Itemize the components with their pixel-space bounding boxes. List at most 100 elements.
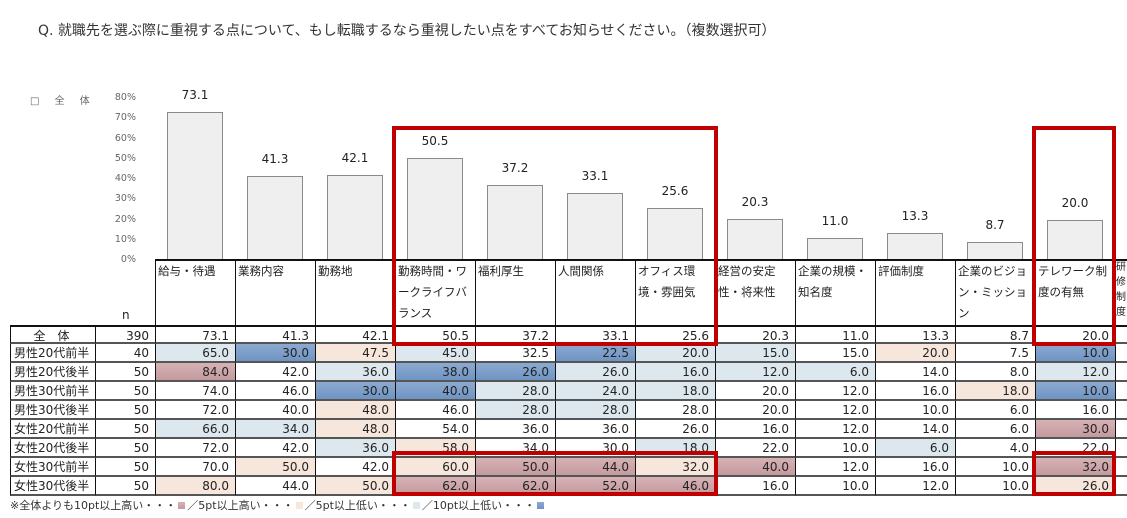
table-cell: 34.0 [235,420,315,439]
category-label: 福利厚生 [475,260,555,325]
bar-value-label: 13.3 [901,209,929,224]
category-label: 評価制度 [875,260,955,325]
table-cell: 15.0 [715,344,795,363]
table-cell: 36.0 [315,439,395,458]
category-label: テレワーク制度の有無 [1035,260,1115,325]
category-label: 業務内容 [235,260,315,325]
bar-value-label: 20.3 [741,194,769,209]
bar-value-label: 25.6 [661,184,689,199]
table-cell: 16.0 [635,363,715,382]
table-cell: 52.0 [555,477,635,496]
row-label: 全 体 [10,325,95,344]
table-cell: 26.0 [475,363,555,382]
table-cell: 50.0 [235,458,315,477]
bar-value-label: 11.0 [821,213,849,228]
table-cell: 20.0 [635,344,715,363]
table-cell: 42.0 [315,458,395,477]
bar [327,174,383,260]
y-tick-label: 80% [114,92,136,103]
note-5pt-high: ／5pt以上高い・・・ [187,499,294,512]
table-cell: 34.0 [475,439,555,458]
table-cell: 10.0 [795,439,875,458]
y-tick-label: 60% [114,132,136,144]
table-cell: 20.0 [715,401,795,420]
category-label: 勤務地 [315,260,395,325]
category-label: 企業の規模・知名度 [795,260,875,325]
table-cell: 13.3 [875,325,955,344]
bar-value-label: 41.3 [261,152,289,167]
category-label: 人間関係 [555,260,635,325]
table-cell-clipped [1115,401,1127,420]
table-cell: 32.5 [475,344,555,363]
table-cell: 36.0 [555,420,635,439]
table-cell: 30.0 [315,382,395,401]
note-5pt-low: ／5pt以上低い・・・ [304,499,411,512]
table-cell: 12.0 [795,458,875,477]
table-cell: 22.5 [555,344,635,363]
table-cell: 62.0 [475,477,555,496]
bar-value-label: 33.1 [581,168,609,183]
table-cell: 10.0 [1035,382,1115,401]
table-cell: 22.0 [715,439,795,458]
table-cell: 46.0 [635,477,715,496]
category-label: 勤務時間・ワークライフバランス [395,260,475,325]
table-cell: 44.0 [555,458,635,477]
bar-value-label: 37.2 [501,160,529,175]
bar [887,233,943,260]
table-cell: 50.5 [395,325,475,344]
y-tick-label: 40% [114,173,136,184]
table-cell: 62.0 [395,477,475,496]
table-cell: 4.0 [955,439,1035,458]
bar [967,242,1023,260]
table-cell: 20.3 [715,325,795,344]
y-tick-label: 0% [120,254,136,265]
color-legend-note: ※全体よりも10pt以上高い・・・ ／5pt以上高い・・・ ／5pt以上低い・・・ ／… [10,497,546,513]
table-cell: 14.0 [875,363,955,382]
table-cell: 42.1 [315,325,395,344]
bar [407,157,463,260]
table-cell: 47.5 [315,344,395,363]
row-label: 女性30代後半 [10,477,95,496]
table-cell: 60.0 [395,458,475,477]
row-n: 50 [95,382,155,401]
table-cell-clipped [1115,344,1127,363]
header-divider [155,259,1127,261]
table-cell-clipped [1115,458,1127,477]
table-cell: 46.0 [235,382,315,401]
bar [647,208,703,260]
table-cell: 10.0 [795,477,875,496]
table-cell: 10.0 [955,458,1035,477]
table-cell: 8.7 [955,325,1035,344]
table-cell: 16.0 [1035,401,1115,420]
table-cell: 18.0 [635,382,715,401]
table-cell: 26.0 [635,420,715,439]
table-cell: 37.2 [475,325,555,344]
note-prefix: ※全体よりも10pt以上高い・・・ [10,499,177,512]
row-label: 男性30代後半 [10,401,95,420]
bar-value-label: 73.1 [181,87,209,102]
n-header: n [122,308,130,322]
table-cell: 12.0 [795,420,875,439]
bar [1047,219,1103,260]
table-cell: 26.0 [555,363,635,382]
y-tick-label: 20% [114,213,136,225]
table-cell: 36.0 [315,363,395,382]
category-label: 経営の安定性・将来性 [715,260,795,325]
row-n: 50 [95,401,155,420]
table-cell: 12.0 [795,382,875,401]
table-cell: 45.0 [395,344,475,363]
table-cell: 28.0 [635,401,715,420]
table-cell-clipped [1115,477,1127,496]
table-cell: 72.0 [155,439,235,458]
table-cell: 20.0 [875,344,955,363]
table-cell: 30.0 [235,344,315,363]
table-cell: 16.0 [875,382,955,401]
table-cell: 11.0 [795,325,875,344]
table-cell: 40.0 [715,458,795,477]
table-cell: 32.0 [635,458,715,477]
row-n: 50 [95,458,155,477]
table-cell: 6.0 [955,420,1035,439]
table-cell: 15.0 [795,344,875,363]
table-cell: 48.0 [315,401,395,420]
table-cell: 42.0 [235,363,315,382]
